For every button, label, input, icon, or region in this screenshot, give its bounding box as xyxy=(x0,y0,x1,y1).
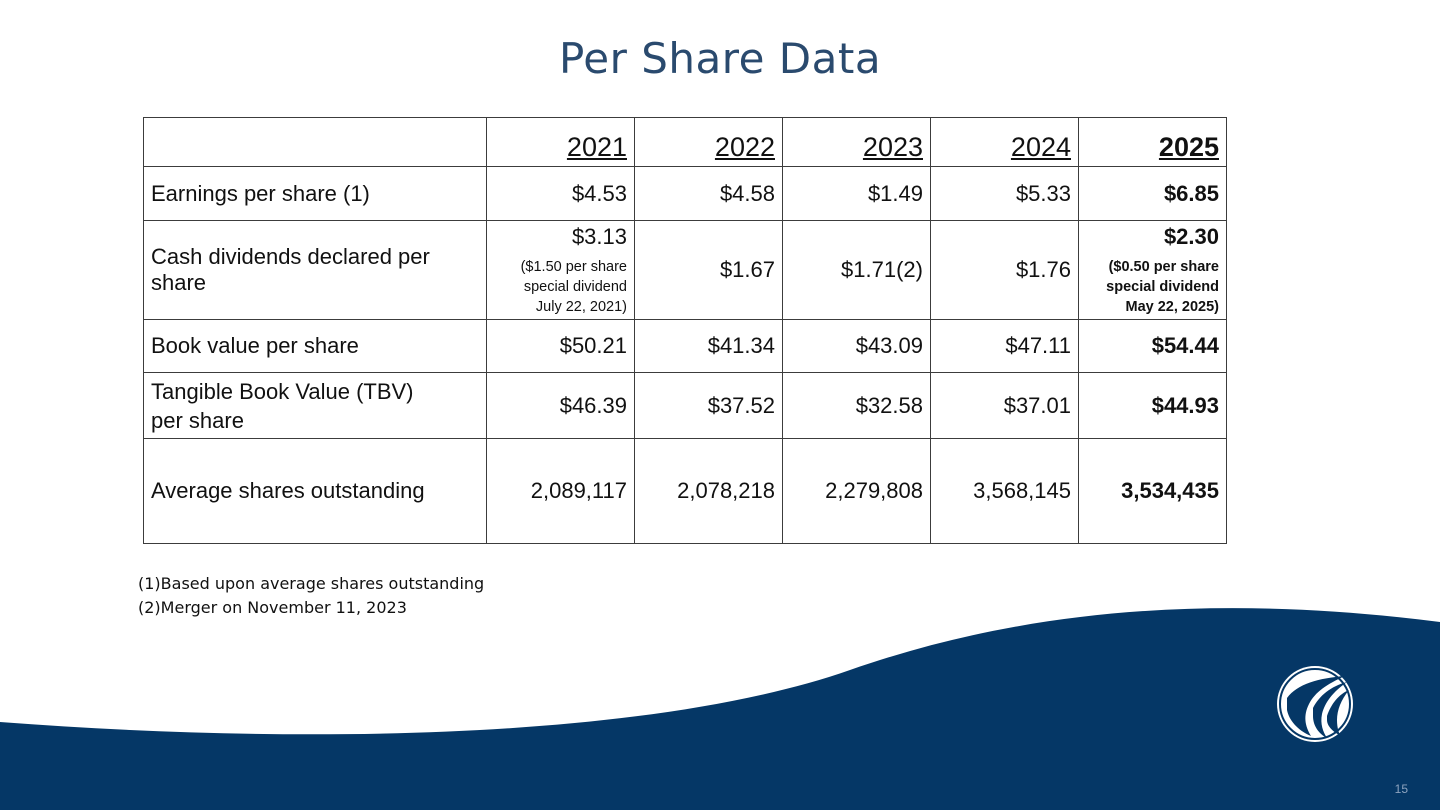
table-row-book-value: Book value per share $50.21 $41.34 $43.0… xyxy=(143,319,1227,373)
table-cell: $47.11 xyxy=(930,319,1079,373)
table-cell: $44.93 xyxy=(1078,372,1227,439)
table-row-shares: Average shares outstanding 2,089,117 2,0… xyxy=(143,438,1227,544)
table-cell: $37.01 xyxy=(930,372,1079,439)
table-cell: $46.39 xyxy=(486,372,635,439)
dividend-value: $2.30 xyxy=(1163,224,1219,249)
row-label-line: per share xyxy=(151,407,244,433)
table-cell: 3,534,435 xyxy=(1078,438,1227,544)
table-cell: $50.21 xyxy=(486,319,635,373)
table-cell: $4.53 xyxy=(486,166,635,221)
page-number: 15 xyxy=(1394,782,1408,796)
header-year: 2022 xyxy=(634,117,783,167)
dividend-note: special dividend xyxy=(523,279,627,295)
header-year: 2023 xyxy=(782,117,931,167)
table-cell: $2.30 ($0.50 per share special dividend … xyxy=(1078,220,1227,320)
table-row-dividends: Cash dividends declared per share $3.13 … xyxy=(143,220,1227,320)
dividend-note: ($1.50 per share xyxy=(520,259,627,275)
footnote-item: (2)Merger on November 11, 2023 xyxy=(138,596,484,620)
header-empty-cell xyxy=(143,117,487,167)
table-cell: $6.85 xyxy=(1078,166,1227,221)
dividend-note: July 22, 2021) xyxy=(535,299,627,315)
header-year: 2021 xyxy=(486,117,635,167)
table-cell: $4.58 xyxy=(634,166,783,221)
per-share-table: 2021 2022 2023 2024 2025 Earnings per sh… xyxy=(143,117,1227,544)
dividend-value: $3.13 xyxy=(571,224,627,249)
row-label: Average shares outstanding xyxy=(143,438,487,544)
table-cell: $1.76 xyxy=(930,220,1079,320)
row-label: Earnings per share (1) xyxy=(143,166,487,221)
table-cell: 2,089,117 xyxy=(486,438,635,544)
page-title: Per Share Data xyxy=(558,34,882,83)
footnote-item: (1)Based upon average shares outstanding xyxy=(138,572,484,596)
footnote-text: Merger on November 11, 2023 xyxy=(160,598,407,617)
table-cell: $1.67 xyxy=(634,220,783,320)
table-cell: $54.44 xyxy=(1078,319,1227,373)
table-cell: 3,568,145 xyxy=(930,438,1079,544)
footnote-marker: (1) xyxy=(138,574,161,593)
table-header-row: 2021 2022 2023 2024 2025 xyxy=(143,117,1227,167)
table-row-tbv: Tangible Book Value (TBV) per share $46.… xyxy=(143,372,1227,439)
table-cell: $5.33 xyxy=(930,166,1079,221)
dividend-note: special dividend xyxy=(1106,279,1219,295)
table-cell: $1.49 xyxy=(782,166,931,221)
row-label-line: Tangible Book Value (TBV) xyxy=(151,378,414,404)
footnote-text: Based upon average shares outstanding xyxy=(160,574,485,593)
table-cell: $41.34 xyxy=(634,319,783,373)
table-cell: $32.58 xyxy=(782,372,931,439)
header-year: 2024 xyxy=(930,117,1079,167)
row-label: Tangible Book Value (TBV) per share xyxy=(143,372,487,439)
table-cell: $37.52 xyxy=(634,372,783,439)
company-logo-icon xyxy=(1277,666,1353,742)
dividend-note: ($0.50 per share xyxy=(1108,259,1219,275)
table-cell: $43.09 xyxy=(782,319,931,373)
table-cell: 2,078,218 xyxy=(634,438,783,544)
row-label: Book value per share xyxy=(143,319,487,373)
footnote-marker: (2) xyxy=(138,598,161,617)
dividend-note: May 22, 2025) xyxy=(1125,299,1219,315)
table-row-eps: Earnings per share (1) $4.53 $4.58 $1.49… xyxy=(143,166,1227,221)
row-label: Cash dividends declared per share xyxy=(143,220,487,320)
table-cell: $3.13 ($1.50 per share special dividend … xyxy=(486,220,635,320)
table-cell: $1.71(2) xyxy=(782,220,931,320)
footnotes: (1)Based upon average shares outstanding… xyxy=(138,572,484,620)
header-year-current: 2025 xyxy=(1078,117,1227,167)
table-cell: 2,279,808 xyxy=(782,438,931,544)
